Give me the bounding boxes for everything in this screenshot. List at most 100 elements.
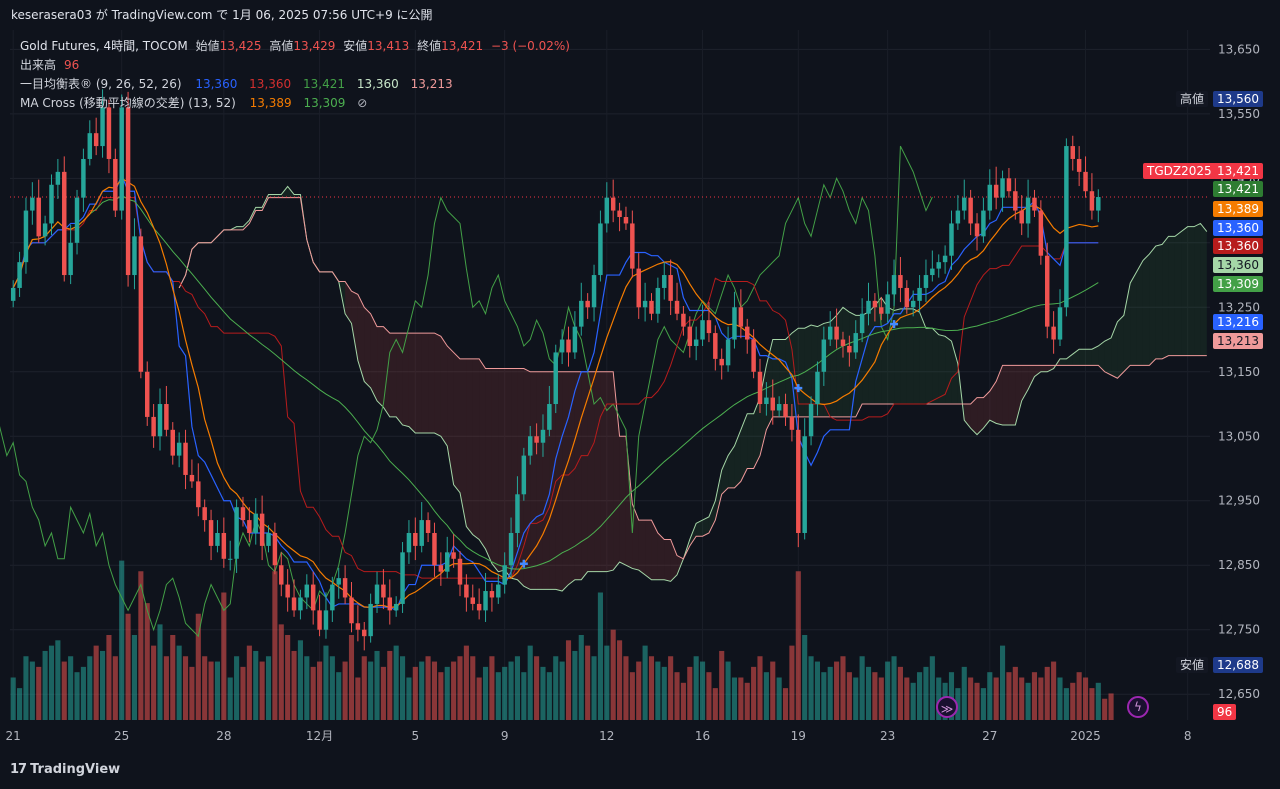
candle-body (649, 300, 654, 314)
cloud-segment (651, 520, 658, 580)
candle-body (132, 236, 137, 276)
cloud-segment (785, 333, 792, 417)
volume-bar (170, 635, 176, 720)
cloud-segment (1200, 223, 1207, 356)
candle-body (457, 558, 463, 585)
candle-body (310, 584, 316, 611)
fast-forward-icon[interactable]: ≫ (936, 696, 958, 718)
candle-body (898, 275, 903, 288)
candle-body (681, 313, 686, 327)
cloud-segment (504, 368, 512, 579)
cloud-segment (1002, 365, 1009, 425)
cloud-segment (1066, 354, 1073, 366)
cloud-segment (281, 186, 288, 198)
x-tick-label: 2025 (1070, 729, 1101, 743)
candle-body (591, 275, 597, 308)
ma-cross-marker (519, 559, 528, 568)
ma-cross-marker (794, 384, 803, 393)
x-tick-label: 12月 (306, 729, 333, 743)
volume-bar (680, 682, 686, 720)
cloud-segment (645, 520, 652, 580)
volume-bar (202, 656, 208, 720)
candle-body (796, 429, 801, 533)
candle-body (1096, 197, 1101, 211)
cloud-segment (951, 341, 958, 405)
candle-body (1025, 197, 1031, 224)
candle-body (393, 603, 399, 611)
candle-body (521, 455, 527, 495)
volume-bar (285, 635, 291, 720)
volume-bar (802, 635, 808, 720)
volume-bar (700, 661, 706, 720)
candles (10, 89, 1101, 651)
cloud-segment (1015, 365, 1022, 425)
cloud-segment (396, 333, 403, 425)
candle-body (993, 184, 999, 198)
volume-bar (770, 661, 776, 720)
cloud-segment (1047, 365, 1054, 372)
cloud-segment (434, 333, 441, 437)
candle-body (387, 597, 393, 611)
candle-body (598, 223, 603, 276)
volume-bar (157, 624, 163, 720)
volume-bar (795, 571, 801, 720)
candle-body (502, 565, 507, 585)
last-price-tag: 13,421 (1213, 163, 1263, 179)
price-chart[interactable]: 13,65013,55013,45013,35013,25013,15013,0… (0, 30, 1280, 750)
legend-symbol-row: Gold Futures, 4時間, TOCOM 始値13,425 高値13,4… (20, 39, 570, 53)
cloud-segment (996, 365, 1003, 425)
x-tick-label: 25 (114, 729, 129, 743)
candle-body (1083, 171, 1088, 192)
volume-bar (214, 661, 220, 720)
cloud-segment (587, 371, 595, 572)
volume-bar (910, 682, 916, 720)
legend-ma-row[interactable]: MA Cross (移動平均線の交差) (13, 52) 13,389 13,3… (20, 96, 368, 110)
footer-brand[interactable]: 17 TradingView (10, 762, 120, 777)
cloud-segment (721, 455, 729, 495)
volume-bar (278, 624, 284, 720)
x-tick-label: 19 (791, 729, 806, 743)
y-tick-label: 13,150 (1218, 365, 1260, 379)
volume-bar (687, 666, 693, 720)
candle-body (540, 429, 546, 443)
volume-bar (368, 661, 374, 720)
cloud-segment (708, 500, 716, 533)
candle-body (151, 416, 156, 437)
volume-bar (323, 645, 329, 720)
ma-slow-line (12, 194, 1099, 570)
cloud-segment (913, 308, 920, 405)
lagging-tag: 13,421 (1213, 181, 1263, 197)
candle-body (623, 217, 629, 224)
legend-volume: 96 (64, 58, 80, 72)
volume-bar (763, 672, 769, 720)
candle-body (674, 300, 680, 314)
volume-bar (1082, 677, 1089, 720)
cloud-segment (1136, 260, 1143, 366)
volume-bar (1006, 672, 1012, 720)
volume-bar (782, 688, 789, 720)
candle-body (847, 345, 852, 353)
candle-body (815, 371, 820, 405)
cloud-segment (702, 516, 709, 537)
lightning-icon[interactable]: ϟ (1127, 696, 1149, 718)
candle-body (827, 326, 833, 340)
cloud-segment (938, 334, 946, 405)
cloud-segment (753, 397, 760, 469)
volume-bar (776, 677, 782, 720)
candle-body (259, 513, 265, 546)
volume-bar (904, 677, 910, 720)
candle-body (23, 210, 29, 263)
cloud-segment (357, 294, 365, 382)
volume-bar (342, 661, 348, 720)
legend-ichimoku-row[interactable]: 一目均衡表® (9, 26, 52, 26) 13,360 13,360 13,… (20, 77, 453, 91)
candle-body (547, 404, 552, 430)
cloud-segment (530, 371, 537, 590)
volume-bar (80, 666, 86, 720)
volume-bar (355, 677, 361, 720)
candle-body (304, 584, 310, 598)
volume-bar (74, 672, 80, 720)
volume-bar (808, 656, 814, 720)
candle-body (227, 558, 233, 560)
volume-bar (451, 661, 457, 720)
cloud-segment (894, 308, 901, 405)
